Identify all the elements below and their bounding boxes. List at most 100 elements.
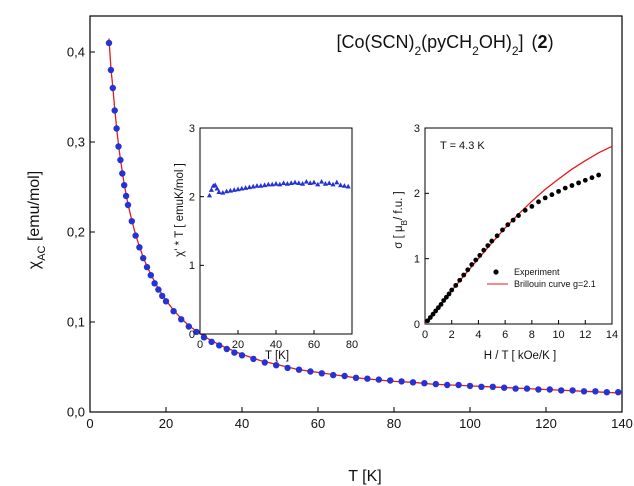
main-data-point: [398, 378, 405, 385]
main-data-point: [352, 374, 360, 381]
inset2-x-axis-label: H / T [ kOe/K ]: [484, 350, 556, 362]
inset1-data-points: [206, 178, 351, 198]
main-data-point: [140, 254, 147, 262]
inset2-data-point: [449, 287, 455, 293]
inset2-data-point: [425, 318, 431, 324]
main-data-point: [117, 156, 124, 164]
main-data-point: [466, 382, 474, 390]
inset1-x-tick-label: 60: [308, 339, 320, 351]
main-data-point: [535, 386, 542, 393]
main-data-point: [107, 66, 115, 74]
inset1-x-tick-label: 40: [270, 339, 282, 351]
main-data-point: [489, 383, 496, 390]
main-x-axis-label: T [K]: [348, 468, 382, 485]
inset1-data-point: [265, 181, 271, 187]
inset2-temperature-annotation: T = 4.3 K: [440, 140, 485, 152]
inset2-data-point: [569, 183, 575, 188]
inset2-data-point: [427, 315, 433, 320]
main-data-point: [330, 371, 337, 379]
inset2-data-point: [481, 247, 487, 253]
main-data-point: [155, 286, 162, 293]
inset2-data-point: [441, 298, 447, 303]
main-y-tick-label: 0,1: [67, 315, 85, 330]
main-data-point: [421, 380, 428, 387]
main-data-point: [223, 345, 230, 353]
inset1-data-point: [296, 180, 302, 186]
inset2-data-point: [522, 207, 528, 213]
inset1-data-point: [281, 180, 287, 186]
inset1-data-point: [326, 180, 332, 186]
main-x-tick-label: 20: [159, 416, 173, 431]
inset1-data-point: [216, 189, 222, 194]
main-data-point: [546, 386, 553, 393]
main-data-point: [200, 334, 208, 341]
inset1-data-point: [220, 189, 226, 195]
inset1-data-point: [311, 179, 317, 185]
main-data-point: [159, 292, 166, 300]
inset2-data-point: [457, 277, 463, 283]
inset2-data-point: [430, 311, 436, 317]
main-data-point: [109, 84, 117, 92]
main-x-tick-label: 140: [611, 416, 633, 431]
inset1-data-point: [322, 181, 328, 186]
main-data-point: [136, 244, 143, 251]
main-data-point: [455, 381, 462, 389]
main-data-point: [432, 380, 439, 388]
inset2-data-point: [505, 222, 511, 228]
inset1-data-point: [330, 181, 336, 187]
main-data-point: [284, 364, 291, 372]
main-data-point: [250, 355, 257, 363]
inset1-data-point: [292, 179, 298, 185]
inset2-data-point: [542, 195, 548, 201]
main-data-point: [115, 143, 122, 150]
inset1-data-point: [214, 185, 220, 191]
inset2-data-point: [461, 272, 467, 278]
inset2-y-axis-label: σ [ μB/ f.u. ]: [393, 191, 409, 248]
inset1-x-tick-label: 20: [232, 339, 244, 351]
main-data-points: [105, 39, 622, 396]
inset2-data-point: [473, 257, 479, 263]
inset1-x-axis-label: T [K]: [265, 350, 289, 362]
inset2-data-point: [516, 213, 521, 218]
inset1-y-tick-label: 0: [189, 329, 195, 341]
main-x-tick-label: 120: [535, 416, 557, 431]
inset1-data-point: [277, 181, 283, 187]
main-data-point: [151, 280, 158, 287]
inset1-data-point: [235, 186, 241, 192]
inset2-y-tick-label: 3: [414, 123, 420, 135]
main-data-point: [478, 383, 485, 390]
inset1-data-point: [243, 185, 249, 190]
inset1-data-point: [212, 182, 218, 188]
main-data-point: [364, 375, 371, 382]
main-data-point: [216, 342, 223, 349]
inset1-plot-frame: [199, 127, 353, 335]
inset2-data-point: [500, 227, 505, 233]
inset2-data-point: [453, 283, 459, 288]
main-data-point: [375, 376, 382, 383]
inset2-data-point: [443, 294, 449, 300]
inset2-data-point: [536, 199, 541, 205]
inset2-x-tick-label: 8: [529, 329, 535, 341]
main-x-tick-label: 40: [235, 416, 249, 431]
inset2-data-point: [485, 243, 491, 249]
inset2-data-point: [489, 238, 495, 244]
inset2-y-tick-label: 1: [414, 254, 420, 266]
main-data-point: [512, 385, 519, 392]
inset2-legend: Experiment Brillouin curve g=2.1: [487, 267, 596, 289]
inset2-y-tick-label: 0: [414, 319, 420, 331]
main-data-point: [261, 359, 268, 366]
inset1-data-point: [208, 187, 214, 192]
main-data-point: [231, 349, 238, 356]
inset1-x-tick-label: 80: [346, 339, 358, 351]
inset1-y-tick-label: 1: [189, 260, 195, 272]
main-data-point: [307, 368, 314, 375]
inset1-data-point: [246, 184, 252, 190]
main-data-point: [111, 107, 118, 114]
main-data-point: [132, 232, 139, 239]
inset1-data-point: [269, 181, 275, 187]
inset1-data-point: [273, 181, 279, 186]
inset1-data-point: [206, 192, 213, 198]
